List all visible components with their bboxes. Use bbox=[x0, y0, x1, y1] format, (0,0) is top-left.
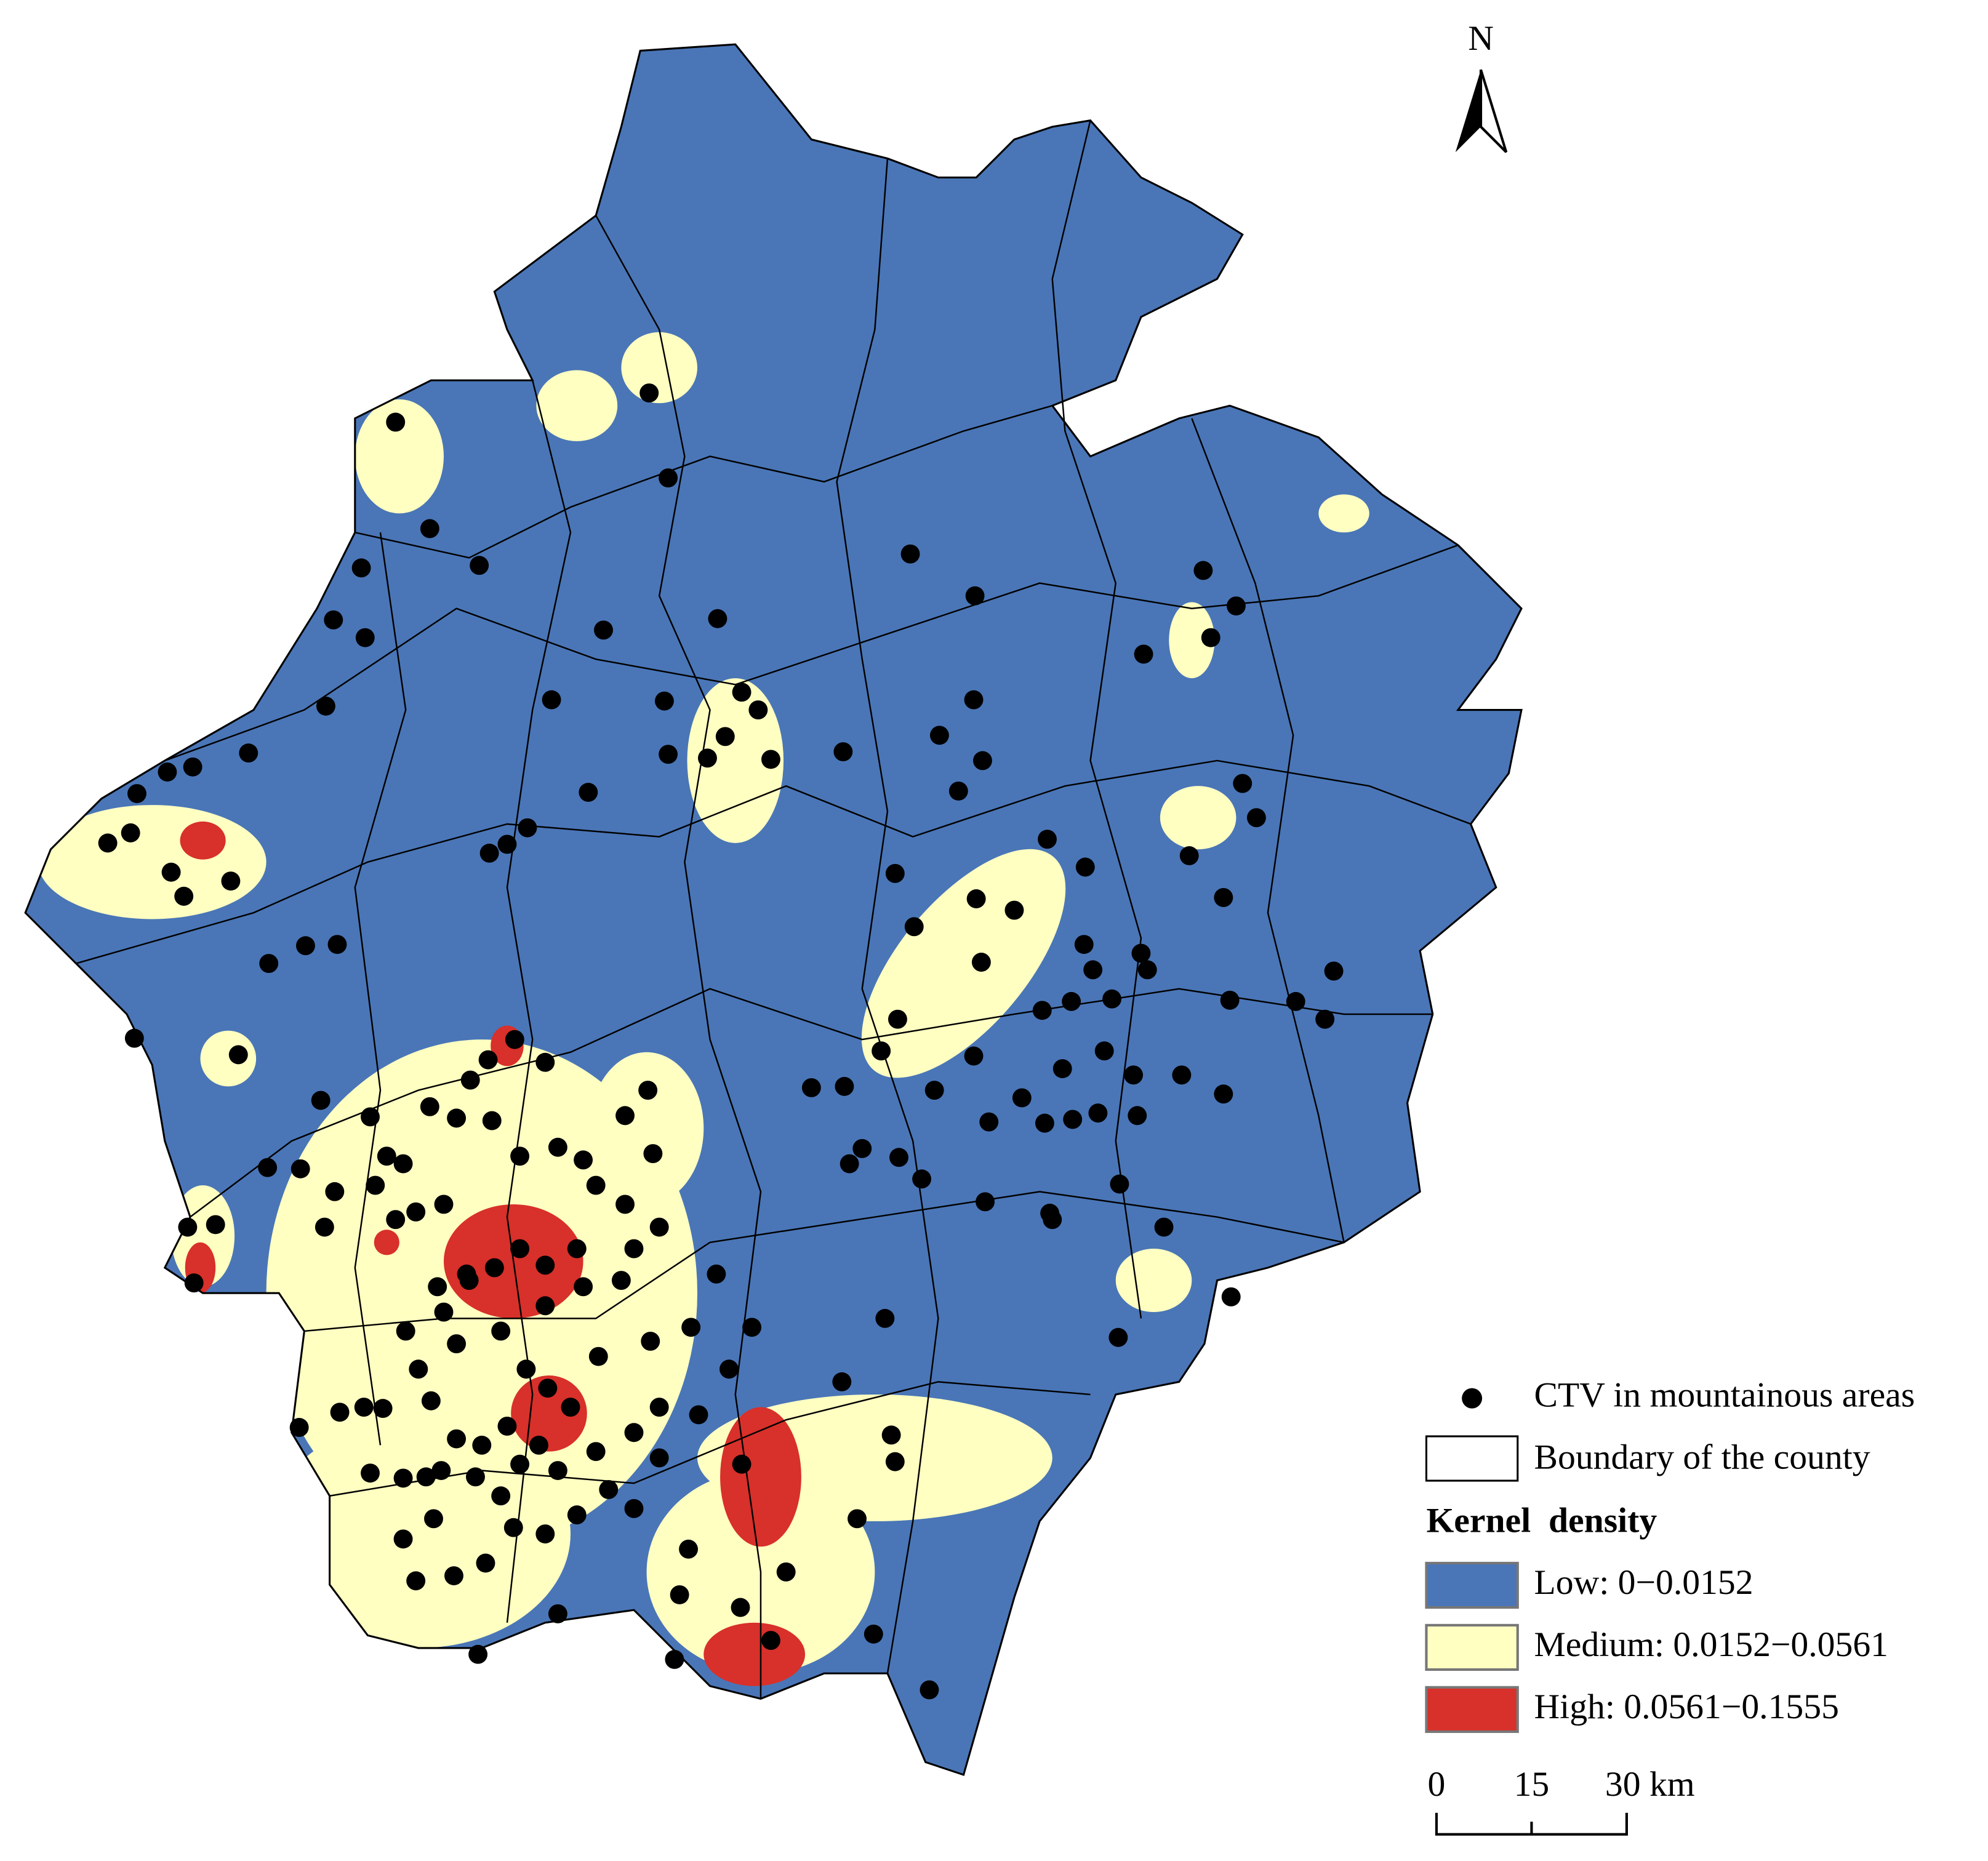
north-label: N bbox=[1468, 19, 1494, 58]
legend-boundary-symbol bbox=[1425, 1435, 1519, 1482]
legend-point-symbol bbox=[1462, 1388, 1483, 1409]
legend-swatch bbox=[1425, 1561, 1519, 1609]
legend: CTV in mountainous areas Boundary of the… bbox=[1425, 1375, 1915, 1733]
ctv-points bbox=[98, 383, 1344, 1700]
legend-label: Medium: 0.0152−0.0561 bbox=[1534, 1625, 1888, 1664]
legend-swatch bbox=[1425, 1686, 1519, 1733]
legend-label: High: 0.0561−0.1555 bbox=[1534, 1687, 1839, 1726]
scale-bar: 0 15 30 km bbox=[1428, 1765, 1695, 1836]
legend-swatch bbox=[1425, 1623, 1519, 1671]
scale-label: 0 bbox=[1428, 1765, 1446, 1804]
scale-label: 30 km bbox=[1605, 1765, 1695, 1804]
scale-label: 15 bbox=[1514, 1765, 1550, 1804]
legend-label: Low: 0−0.0152 bbox=[1534, 1563, 1754, 1602]
legend-title: Kernel density bbox=[1426, 1501, 1657, 1540]
north-arrow: N bbox=[1455, 19, 1508, 153]
legend-label: Boundary of the county bbox=[1534, 1438, 1870, 1476]
county-boundaries bbox=[76, 120, 1471, 1699]
legend-label: CTV in mountainous areas bbox=[1534, 1375, 1915, 1414]
